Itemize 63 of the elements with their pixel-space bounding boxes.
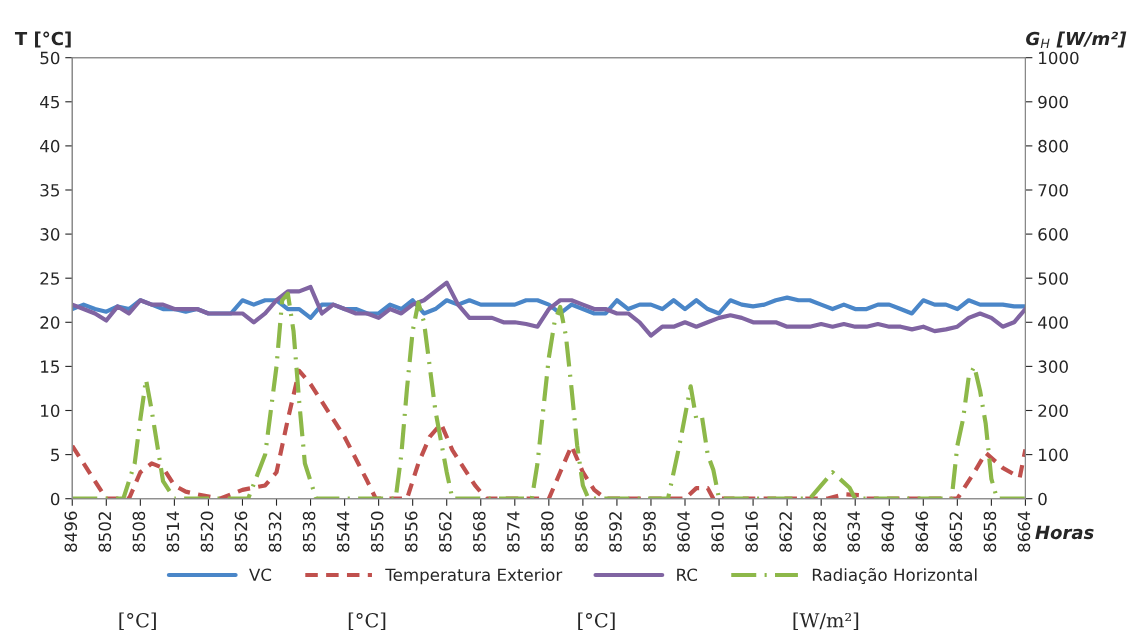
y-tick-label: 5 [51, 448, 59, 462]
x-tick-label: 8514 [166, 511, 180, 552]
x-tick-label: 8628 [813, 511, 827, 552]
x-tick-label: 8658 [983, 511, 997, 552]
legend-label: RC [677, 568, 698, 582]
x-tick-label: 8568 [472, 511, 486, 552]
x-tick-label: 8652 [949, 512, 963, 552]
x-tick-label: 8580 [541, 511, 554, 552]
y2-tick-label: 500 [1038, 272, 1068, 285]
text: [W/m²] [793, 612, 859, 630]
x-tick-label: 8574 [507, 511, 520, 552]
x-tick-label: 8502 [98, 512, 112, 552]
y-tick-label: 35 [40, 183, 59, 197]
x-tick-label: 8664 [1017, 511, 1031, 552]
x-axis-title: Horas [1035, 525, 1094, 540]
y-tick-label: 10 [41, 404, 60, 418]
y2-tick-label: 300 [1038, 360, 1068, 373]
y-tick-label: 20 [40, 316, 60, 329]
x-tick-label: 8556 [404, 511, 418, 552]
y2-tick-label: 100 [1039, 448, 1068, 462]
x-tick-label: 8640 [881, 511, 895, 552]
x-tick-label: 8526 [234, 511, 248, 552]
x-tick-label: 8496 [64, 511, 78, 552]
x-tick-label: 8616 [745, 511, 758, 552]
y2-tick-label: 900 [1038, 95, 1068, 109]
legend-label: VC [249, 568, 272, 582]
y-axis-title: T [°C] [14, 31, 71, 48]
y2-axis-title: G$_{H}$ [W/m²] [1026, 31, 1127, 49]
legend-label: Radiação Horizontal [812, 567, 977, 585]
x-tick-label: 8604 [677, 511, 690, 552]
x-tick-label: 8508 [132, 511, 146, 552]
x-tick-label: 8550 [370, 511, 384, 552]
x-tick-label: 8586 [575, 511, 588, 552]
y-tick-label: 25 [40, 272, 59, 285]
y-tick-label: 45 [40, 95, 59, 109]
x-tick-label: 8520 [200, 511, 214, 552]
y-tick-label: 0 [50, 492, 60, 506]
x-tick-label: 8610 [711, 511, 724, 552]
line-series [72, 280, 1026, 338]
y-tick-label: 30 [40, 228, 60, 241]
x-tick-label: 8538 [302, 511, 316, 552]
y2-tick-label: 400 [1038, 316, 1068, 329]
x-tick-label: 8634 [847, 511, 861, 552]
y2-tick-label: 1000 [1039, 51, 1079, 65]
y2-tick-label: 800 [1038, 139, 1068, 153]
x-tick-label: 8532 [268, 512, 282, 552]
legend-label: Temperatura Exterior [385, 568, 563, 585]
y-tick-label: 50 [40, 51, 60, 65]
y2-tick-label: 700 [1038, 183, 1068, 197]
x-tick-label: 8622 [779, 512, 792, 552]
y-tick-label: 40 [40, 139, 60, 153]
x-tick-label: 8544 [336, 511, 350, 552]
x-tick-label: 8562 [438, 512, 452, 552]
x-tick-label: 8646 [915, 511, 929, 552]
y-tick-label: 15 [41, 360, 59, 373]
text: [°C] [348, 612, 386, 630]
y2-tick-label: 200 [1038, 404, 1068, 418]
text: [°C] [578, 612, 615, 630]
x-tick-label: 8598 [643, 511, 656, 552]
y2-tick-label: 0 [1038, 492, 1047, 506]
text: [°C] [119, 612, 156, 630]
y2-tick-label: 600 [1038, 228, 1068, 241]
x-tick-label: 8592 [609, 512, 622, 552]
